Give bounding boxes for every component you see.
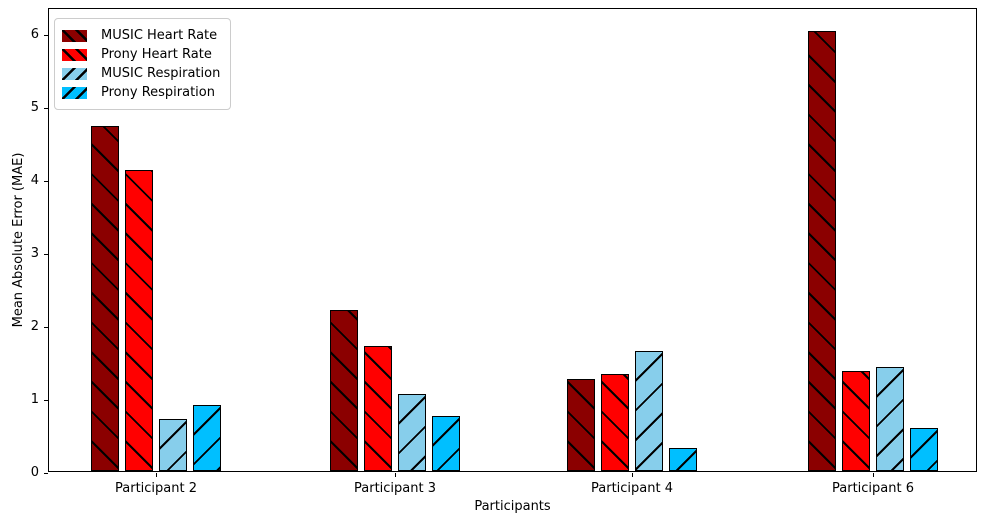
legend-label: MUSIC Respiration [101,66,221,81]
y-tick-label: 1 [30,392,39,408]
legend-swatch-music-respiration [62,67,87,80]
legend-item: Prony Respiration [62,83,220,102]
y-tick-mark [44,326,48,328]
legend-item: Prony Heart Rate [62,45,220,64]
legend-item: MUSIC Respiration [62,64,220,83]
x-tick-mark [155,473,157,477]
bar-music-heart-rate-participant-6 [808,31,836,471]
y-tick-mark [44,253,48,255]
bar-prony-respiration-participant-4 [669,448,697,471]
y-tick-label: 2 [30,319,39,335]
x-axis-label: Participants [474,499,551,514]
x-tick-label: Participant 4 [591,481,673,496]
x-tick-label: Participant 3 [354,481,436,496]
bar-music-heart-rate-participant-3 [330,310,358,471]
bar-prony-respiration-participant-3 [432,416,460,471]
y-tick-mark [44,34,48,36]
legend-label: MUSIC Heart Rate [101,28,218,43]
y-tick-label: 6 [30,27,39,43]
y-tick-mark [44,180,48,182]
bar-music-heart-rate-participant-2 [91,126,119,471]
legend: MUSIC Heart Rate Prony Heart Rate MUSIC Re… [54,18,232,110]
bar-prony-heart-rate-participant-2 [125,170,153,471]
bar-prony-respiration-participant-6 [910,428,938,471]
bar-prony-heart-rate-participant-3 [364,346,392,471]
y-tick-label: 5 [30,100,39,116]
legend-item: MUSIC Heart Rate [62,26,220,45]
legend-swatch-prony-respiration [62,86,87,99]
y-tick-label: 4 [30,173,39,189]
bar-prony-heart-rate-participant-4 [601,374,629,471]
bar-music-heart-rate-participant-4 [567,379,595,471]
legend-swatch-prony-heart-rate [62,48,87,61]
y-tick-mark [44,107,48,109]
x-tick-mark [631,473,633,477]
bar-music-respiration-participant-4 [635,351,663,471]
legend-label: Prony Heart Rate [101,47,212,62]
x-tick-mark [394,473,396,477]
x-tick-mark [872,473,874,477]
bar-music-respiration-participant-6 [876,367,904,471]
bar-prony-heart-rate-participant-6 [842,371,870,471]
bar-prony-respiration-participant-2 [193,405,221,471]
bar-music-respiration-participant-2 [159,419,187,471]
y-tick-label: 3 [30,246,39,262]
x-tick-label: Participant 6 [832,481,914,496]
legend-swatch-music-heart-rate [62,29,87,42]
legend-label: Prony Respiration [101,85,215,100]
y-tick-mark [44,399,48,401]
bar-music-respiration-participant-3 [398,394,426,471]
y-tick-label: 0 [30,465,39,480]
x-tick-label: Participant 2 [115,481,197,496]
y-tick-mark [44,472,48,474]
